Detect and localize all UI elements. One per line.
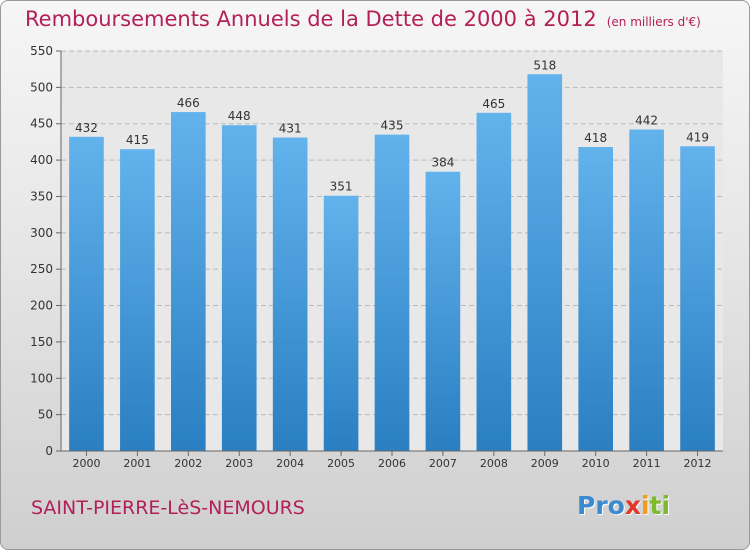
x-tick-label: 2011 [633,457,661,470]
data-label: 466 [177,96,200,110]
x-tick-label: 2002 [174,457,202,470]
place-name: SAINT-PIERRE-LèS-NEMOURS [31,497,305,519]
data-label: 518 [533,58,556,72]
data-label: 415 [126,133,149,147]
data-label: 442 [635,114,658,128]
bar [578,147,614,451]
bar [374,134,410,452]
bar [680,146,715,452]
y-tick-label: 550 [30,44,53,58]
bar [69,136,104,451]
bar [527,74,563,451]
y-tick-label: 0 [45,444,53,458]
x-tick-label: 2006 [378,457,406,470]
y-tick-label: 500 [30,80,53,94]
data-label: 435 [381,119,404,133]
y-tick-label: 250 [30,262,53,276]
x-tick-label: 2000 [72,457,100,470]
y-tick-label: 400 [30,153,53,167]
bars [69,74,715,452]
y-tick-label: 150 [30,335,53,349]
y-tick-label: 300 [30,226,53,240]
bar [170,112,206,451]
x-tick-label: 2009 [531,457,559,470]
data-label: 351 [330,180,353,194]
data-label: 432 [75,121,98,135]
x-tick-label: 2005 [327,457,355,470]
data-label: 448 [228,109,251,123]
x-tick-label: 2008 [480,457,508,470]
bar [425,171,461,451]
bar [272,137,308,451]
data-label: 465 [482,97,505,111]
title-text: Remboursements Annuels de la Dette de 20… [25,7,597,31]
bar [323,195,359,451]
x-axis: 2000 2001 2002 2003 2004 2005 2006 2007 2008 2009… [61,450,723,470]
data-label: 384 [431,156,454,170]
data-label: 419 [686,130,709,144]
y-tick-label: 350 [30,189,53,203]
bar [476,112,512,452]
x-tick-label: 2003 [225,457,253,470]
data-label: 418 [584,131,607,145]
y-tick-label: 200 [30,299,53,313]
y-tick-label: 50 [38,408,53,422]
bar [629,129,664,451]
proxiti-logo: Proxiti [577,491,671,520]
y-tick-label: 100 [30,371,53,385]
y-axis: 0 50 100 150 200 250 300 350 400 450 500 550 [30,44,62,458]
x-tick-label: 2004 [276,457,304,470]
bar [120,149,155,451]
y-tick-label: 450 [30,117,53,131]
x-tick-label: 2012 [684,457,712,470]
data-label: 431 [279,122,302,136]
unit-subtitle: (en milliers d'€) [606,15,701,29]
bar [221,125,257,451]
x-tick-label: 2007 [429,457,457,470]
x-tick-label: 2010 [582,457,610,470]
data-labels: 432 415 466 448 431 351 435 384 465 518 418 442 419 [75,58,709,193]
chart-title: Remboursements Annuels de la Dette de 20… [25,7,701,31]
x-tick-label: 2001 [123,457,151,470]
